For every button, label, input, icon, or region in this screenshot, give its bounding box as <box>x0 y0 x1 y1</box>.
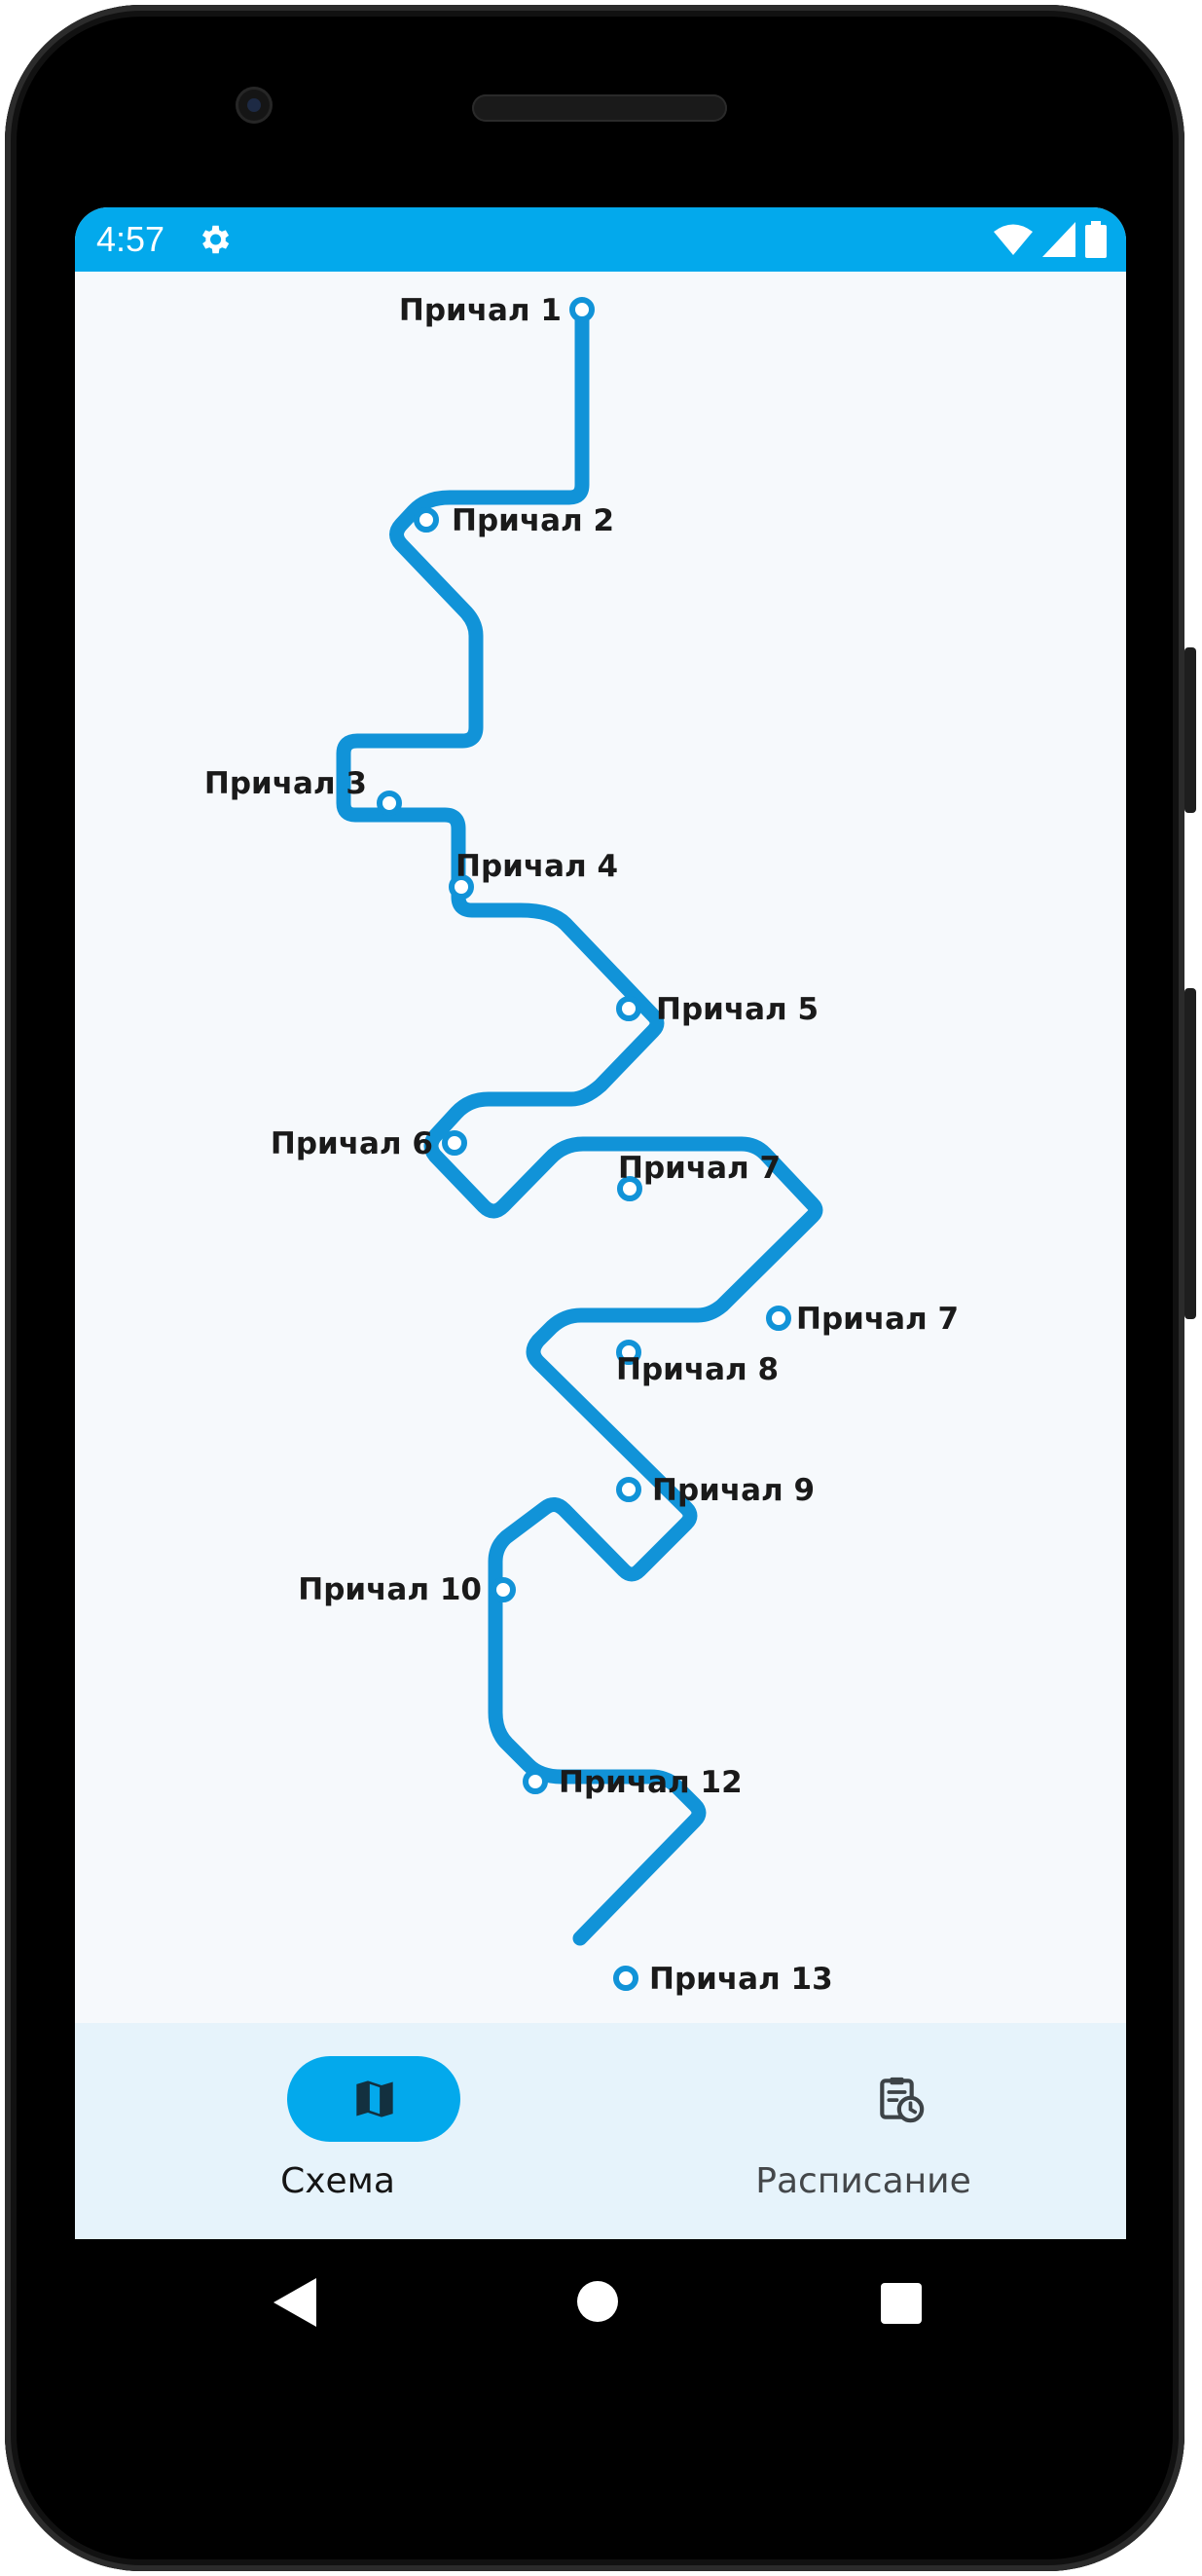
back-icon[interactable] <box>273 2278 316 2327</box>
pier-label: Причал 4 <box>455 849 618 884</box>
power-button <box>1184 647 1196 813</box>
nav-item-schedule[interactable]: Расписание <box>601 2023 1126 2239</box>
recents-icon[interactable] <box>881 2283 922 2324</box>
pier-marker[interactable] <box>616 1969 636 1988</box>
battery-icon <box>1085 221 1107 258</box>
nav-label-scheme: Схема <box>75 2161 601 2201</box>
gear-icon <box>196 221 233 258</box>
pier-label: Причал 9 <box>652 1473 815 1508</box>
home-icon[interactable] <box>577 2281 618 2322</box>
pier-marker[interactable] <box>769 1308 788 1328</box>
status-time: 4:57 <box>96 219 164 260</box>
route-line <box>344 310 816 1938</box>
front-camera <box>236 87 273 124</box>
route-map: Причал 1 Причал 2 Причал 3 Причал 4 Причал 5… <box>75 272 1126 2024</box>
pier-marker[interactable] <box>380 793 399 813</box>
pier-label: Причал 3 <box>204 766 367 801</box>
earpiece-speaker <box>472 94 727 122</box>
pier-marker[interactable] <box>572 300 592 319</box>
pier-label: Причал 13 <box>649 1962 833 1997</box>
route-map-svg: Причал 1 Причал 2 Причал 3 Причал 4 Причал 5… <box>75 272 1126 2024</box>
pier-marker[interactable] <box>526 1772 545 1791</box>
pier-marker[interactable] <box>619 999 638 1018</box>
pier-marker[interactable] <box>493 1580 513 1600</box>
nav-label-schedule: Расписание <box>601 2161 1126 2201</box>
bottom-navigation: Схема Расписание <box>75 2023 1126 2239</box>
nav-item-scheme[interactable]: Схема <box>75 2023 601 2239</box>
pier-label: Причал 7 <box>618 1151 781 1186</box>
app-screen: 4:57 Причал 1 Причал 2 Причал 3 Причал 4 При… <box>75 207 1126 2239</box>
pier-label: Причал 6 <box>271 1126 433 1161</box>
pier-label: Причал 10 <box>298 1572 482 1607</box>
status-bar: 4:57 <box>75 207 1126 272</box>
schedule-icon <box>873 2072 928 2126</box>
pier-label: Причал 5 <box>656 992 819 1027</box>
pier-marker[interactable] <box>417 510 436 530</box>
wifi-icon <box>994 223 1033 256</box>
pier-label: Причал 2 <box>452 503 614 538</box>
pier-label: Причал 12 <box>559 1765 743 1800</box>
pier-label: Причал 8 <box>616 1352 779 1387</box>
pier-marker[interactable] <box>445 1133 464 1153</box>
pier-label: Причал 1 <box>399 293 562 328</box>
pier-label: Причал 7 <box>796 1302 959 1337</box>
map-icon <box>347 2072 402 2126</box>
system-navigation-bar <box>75 2239 1126 2366</box>
signal-icon <box>1042 222 1075 257</box>
volume-button <box>1184 988 1196 1319</box>
pier-marker[interactable] <box>619 1480 638 1499</box>
